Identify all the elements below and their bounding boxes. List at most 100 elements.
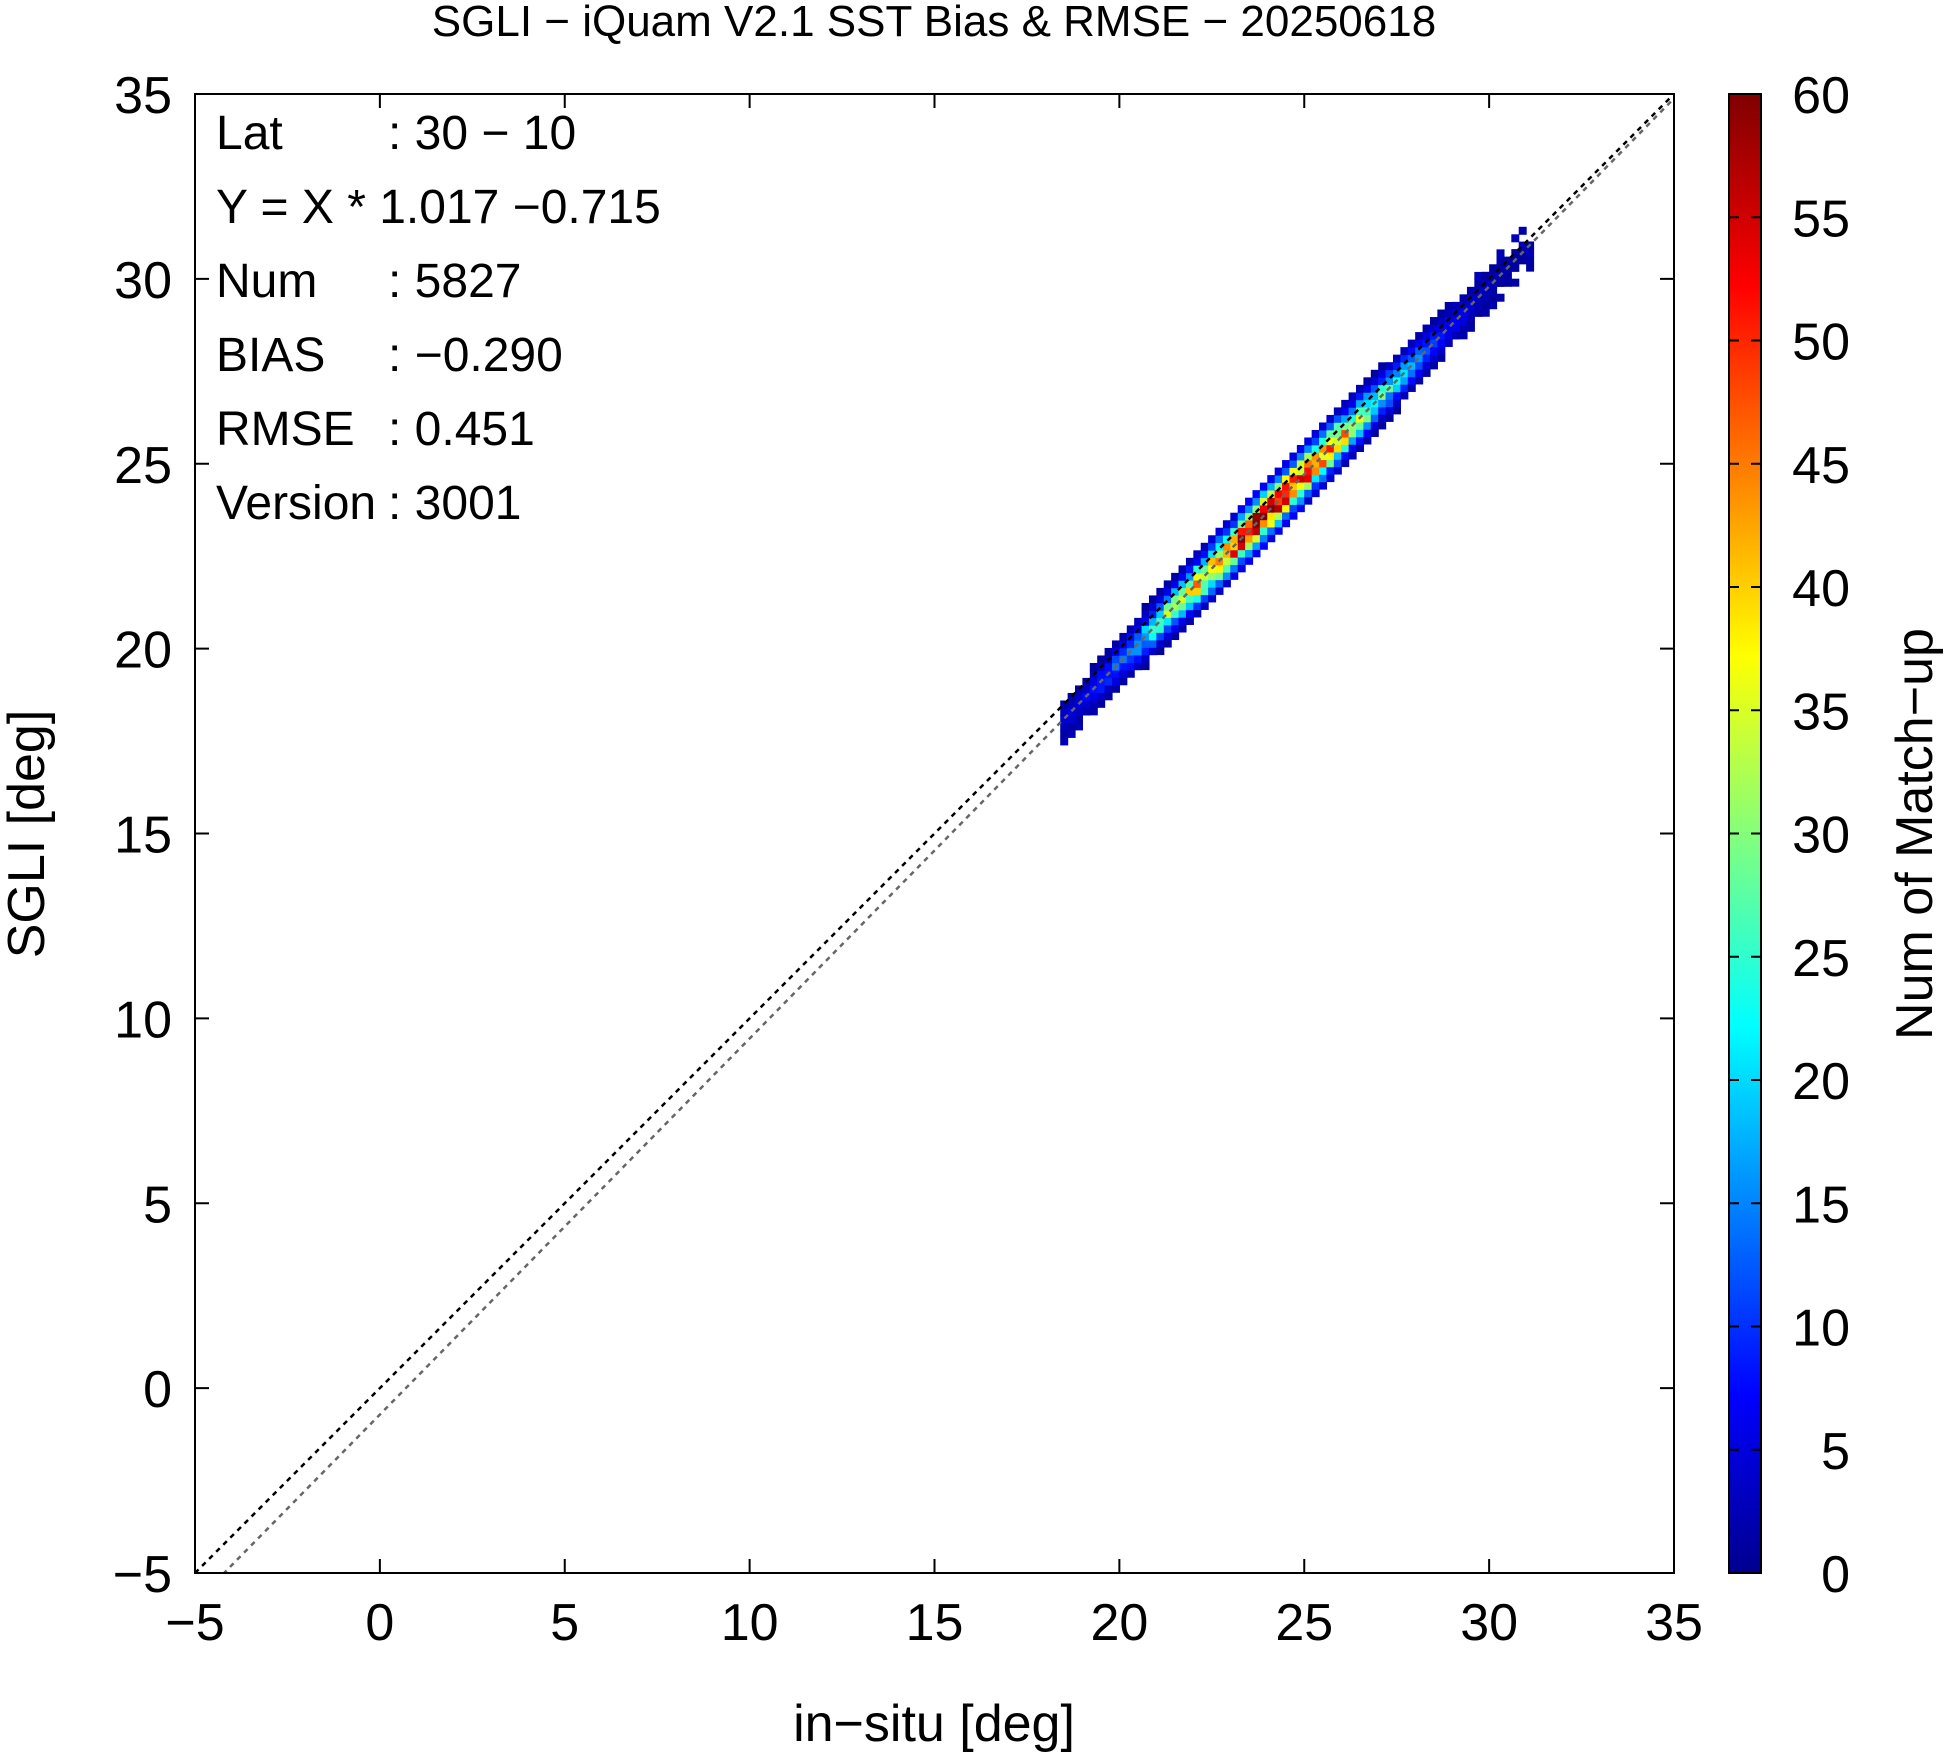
density-cell	[1304, 467, 1313, 476]
density-cell	[1474, 279, 1483, 288]
density-cell	[1267, 534, 1276, 543]
density-cell	[1185, 565, 1194, 574]
density-cell	[1489, 301, 1498, 310]
density-cell	[1193, 572, 1202, 581]
density-cell	[1466, 286, 1475, 295]
density-cell	[1289, 459, 1298, 468]
colorbar-tick-label: 50	[1792, 314, 1850, 372]
density-cell	[1296, 504, 1305, 513]
density-cell	[1444, 331, 1453, 340]
density-cell	[1148, 632, 1157, 641]
density-cell	[1259, 534, 1268, 543]
density-cell	[1481, 293, 1490, 302]
density-cell	[1111, 684, 1120, 693]
density-cell	[1370, 414, 1379, 423]
density-cell	[1466, 309, 1475, 318]
density-cell	[1348, 407, 1357, 416]
density-cell	[1178, 594, 1187, 603]
density-cell	[1452, 301, 1461, 310]
density-cell	[1459, 309, 1468, 318]
density-cell	[1230, 512, 1239, 521]
density-cell	[1185, 557, 1194, 566]
density-cell	[1474, 301, 1483, 310]
density-cell	[1333, 451, 1342, 460]
colorbar-label: Num of Match−up	[1886, 628, 1944, 1040]
colorbar-tick-label: 15	[1792, 1176, 1850, 1234]
density-cell	[1282, 519, 1291, 528]
density-cell	[1356, 444, 1365, 453]
y-tick-label: 20	[114, 622, 172, 680]
colorbar-tick-label: 45	[1792, 437, 1850, 495]
density-cell	[1067, 700, 1076, 709]
density-cell	[1252, 534, 1261, 543]
density-cell	[1067, 692, 1076, 701]
density-cell	[1282, 504, 1291, 513]
density-cell	[1422, 361, 1431, 370]
colorbar-tick-label: 40	[1792, 560, 1850, 618]
density-cell	[1245, 497, 1254, 506]
density-cell	[1171, 617, 1180, 626]
density-cell	[1363, 377, 1372, 386]
density-cell	[1296, 452, 1305, 461]
density-cell	[1459, 331, 1468, 340]
density-cell	[1415, 339, 1424, 348]
density-cell	[1348, 451, 1357, 460]
density-cell	[1178, 609, 1187, 618]
density-cell	[1296, 467, 1305, 476]
density-cell	[1230, 549, 1239, 558]
density-cell	[1304, 474, 1313, 483]
density-cell	[1230, 534, 1239, 543]
density-cell	[1348, 429, 1357, 438]
density-cell	[1496, 249, 1505, 258]
density-cell	[1289, 496, 1298, 505]
density-cell	[1104, 662, 1113, 671]
density-cell	[1459, 294, 1468, 303]
density-cell	[1208, 587, 1217, 596]
density-cell	[1274, 497, 1283, 506]
density-cell	[1222, 535, 1231, 544]
density-cell	[1141, 639, 1150, 648]
density-cell	[1296, 445, 1305, 454]
density-cell	[1148, 639, 1157, 648]
density-cell	[1429, 324, 1438, 333]
density-cell	[1392, 384, 1401, 393]
colorbar-tick-label: 60	[1792, 67, 1850, 125]
density-cell	[1400, 376, 1409, 385]
density-cell	[1296, 459, 1305, 468]
density-cell	[1415, 376, 1424, 385]
density-cell	[1185, 616, 1194, 625]
density-cell	[1333, 436, 1342, 445]
density-cell	[1119, 632, 1128, 641]
density-cell	[1259, 541, 1268, 550]
density-cell	[1370, 377, 1379, 386]
density-cell	[1089, 699, 1098, 708]
density-cell	[1075, 685, 1083, 694]
density-cell	[1274, 474, 1283, 483]
density-cell	[1311, 489, 1320, 498]
density-cell	[1370, 384, 1379, 393]
density-cell	[1341, 414, 1350, 423]
density-cell	[1171, 632, 1180, 641]
colorbar-tick-label: 5	[1821, 1423, 1850, 1481]
density-cell	[1245, 542, 1254, 551]
density-cell	[1237, 556, 1246, 565]
density-cell	[1075, 707, 1083, 716]
density-cell	[1267, 526, 1276, 535]
density-cell	[1208, 542, 1217, 551]
density-cell	[1111, 677, 1120, 686]
density-cell	[1163, 587, 1172, 596]
density-cell	[1245, 534, 1254, 543]
density-cell	[1148, 647, 1157, 656]
density-cell	[1075, 722, 1083, 731]
density-cell	[1200, 564, 1209, 573]
density-cell	[1348, 436, 1357, 445]
density-cell	[1437, 346, 1446, 355]
density-cell	[1267, 482, 1276, 491]
density-cell	[1089, 692, 1098, 701]
density-cell	[1452, 324, 1461, 333]
density-cell	[1496, 256, 1505, 265]
density-cell	[1067, 715, 1076, 724]
density-cell	[1097, 655, 1106, 664]
density-cell	[1370, 369, 1379, 378]
density-cell	[1178, 565, 1187, 574]
